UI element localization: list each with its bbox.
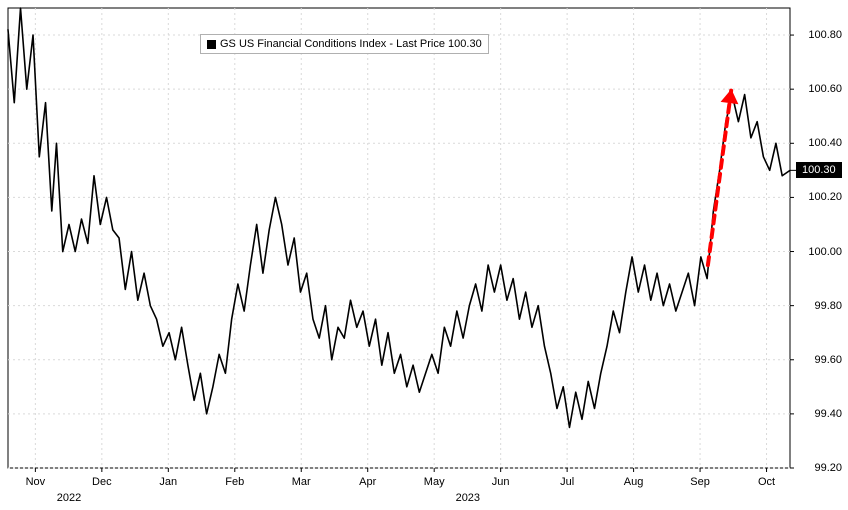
x-axis-month-label: Aug <box>624 476 644 488</box>
y-axis-tick-label: 100.60 <box>808 83 842 95</box>
x-axis-month-label: Apr <box>359 476 376 488</box>
x-axis-month-label: Mar <box>292 476 311 488</box>
x-axis-month-label: Sep <box>690 476 710 488</box>
chart-svg <box>0 0 848 510</box>
y-axis-tick-label: 99.40 <box>814 408 842 420</box>
x-axis-year-label: 2022 <box>57 492 81 504</box>
x-axis-month-label: Dec <box>92 476 112 488</box>
legend-text: GS US Financial Conditions Index - Last … <box>220 38 482 50</box>
y-axis-tick-label: 100.80 <box>808 29 842 41</box>
x-axis-month-label: Nov <box>26 476 46 488</box>
y-axis-tick-label: 100.40 <box>808 137 842 149</box>
legend: GS US Financial Conditions Index - Last … <box>200 34 489 54</box>
y-axis-tick-label: 99.80 <box>814 300 842 312</box>
x-axis-month-label: Jan <box>159 476 177 488</box>
financial-conditions-chart: GS US Financial Conditions Index - Last … <box>0 0 848 510</box>
y-axis-tick-label: 100.00 <box>808 246 842 258</box>
x-axis-month-label: Jul <box>560 476 574 488</box>
x-axis-month-label: Oct <box>758 476 775 488</box>
y-axis-tick-label: 100.20 <box>808 191 842 203</box>
x-axis-month-label: Jun <box>492 476 510 488</box>
y-axis-tick-label: 99.60 <box>814 354 842 366</box>
y-axis-tick-label: 99.20 <box>814 462 842 474</box>
x-axis-month-label: May <box>424 476 445 488</box>
x-axis-month-label: Feb <box>225 476 244 488</box>
last-price-label: 100.30 <box>796 162 842 178</box>
x-axis-year-label: 2023 <box>456 492 480 504</box>
legend-swatch <box>207 40 216 49</box>
